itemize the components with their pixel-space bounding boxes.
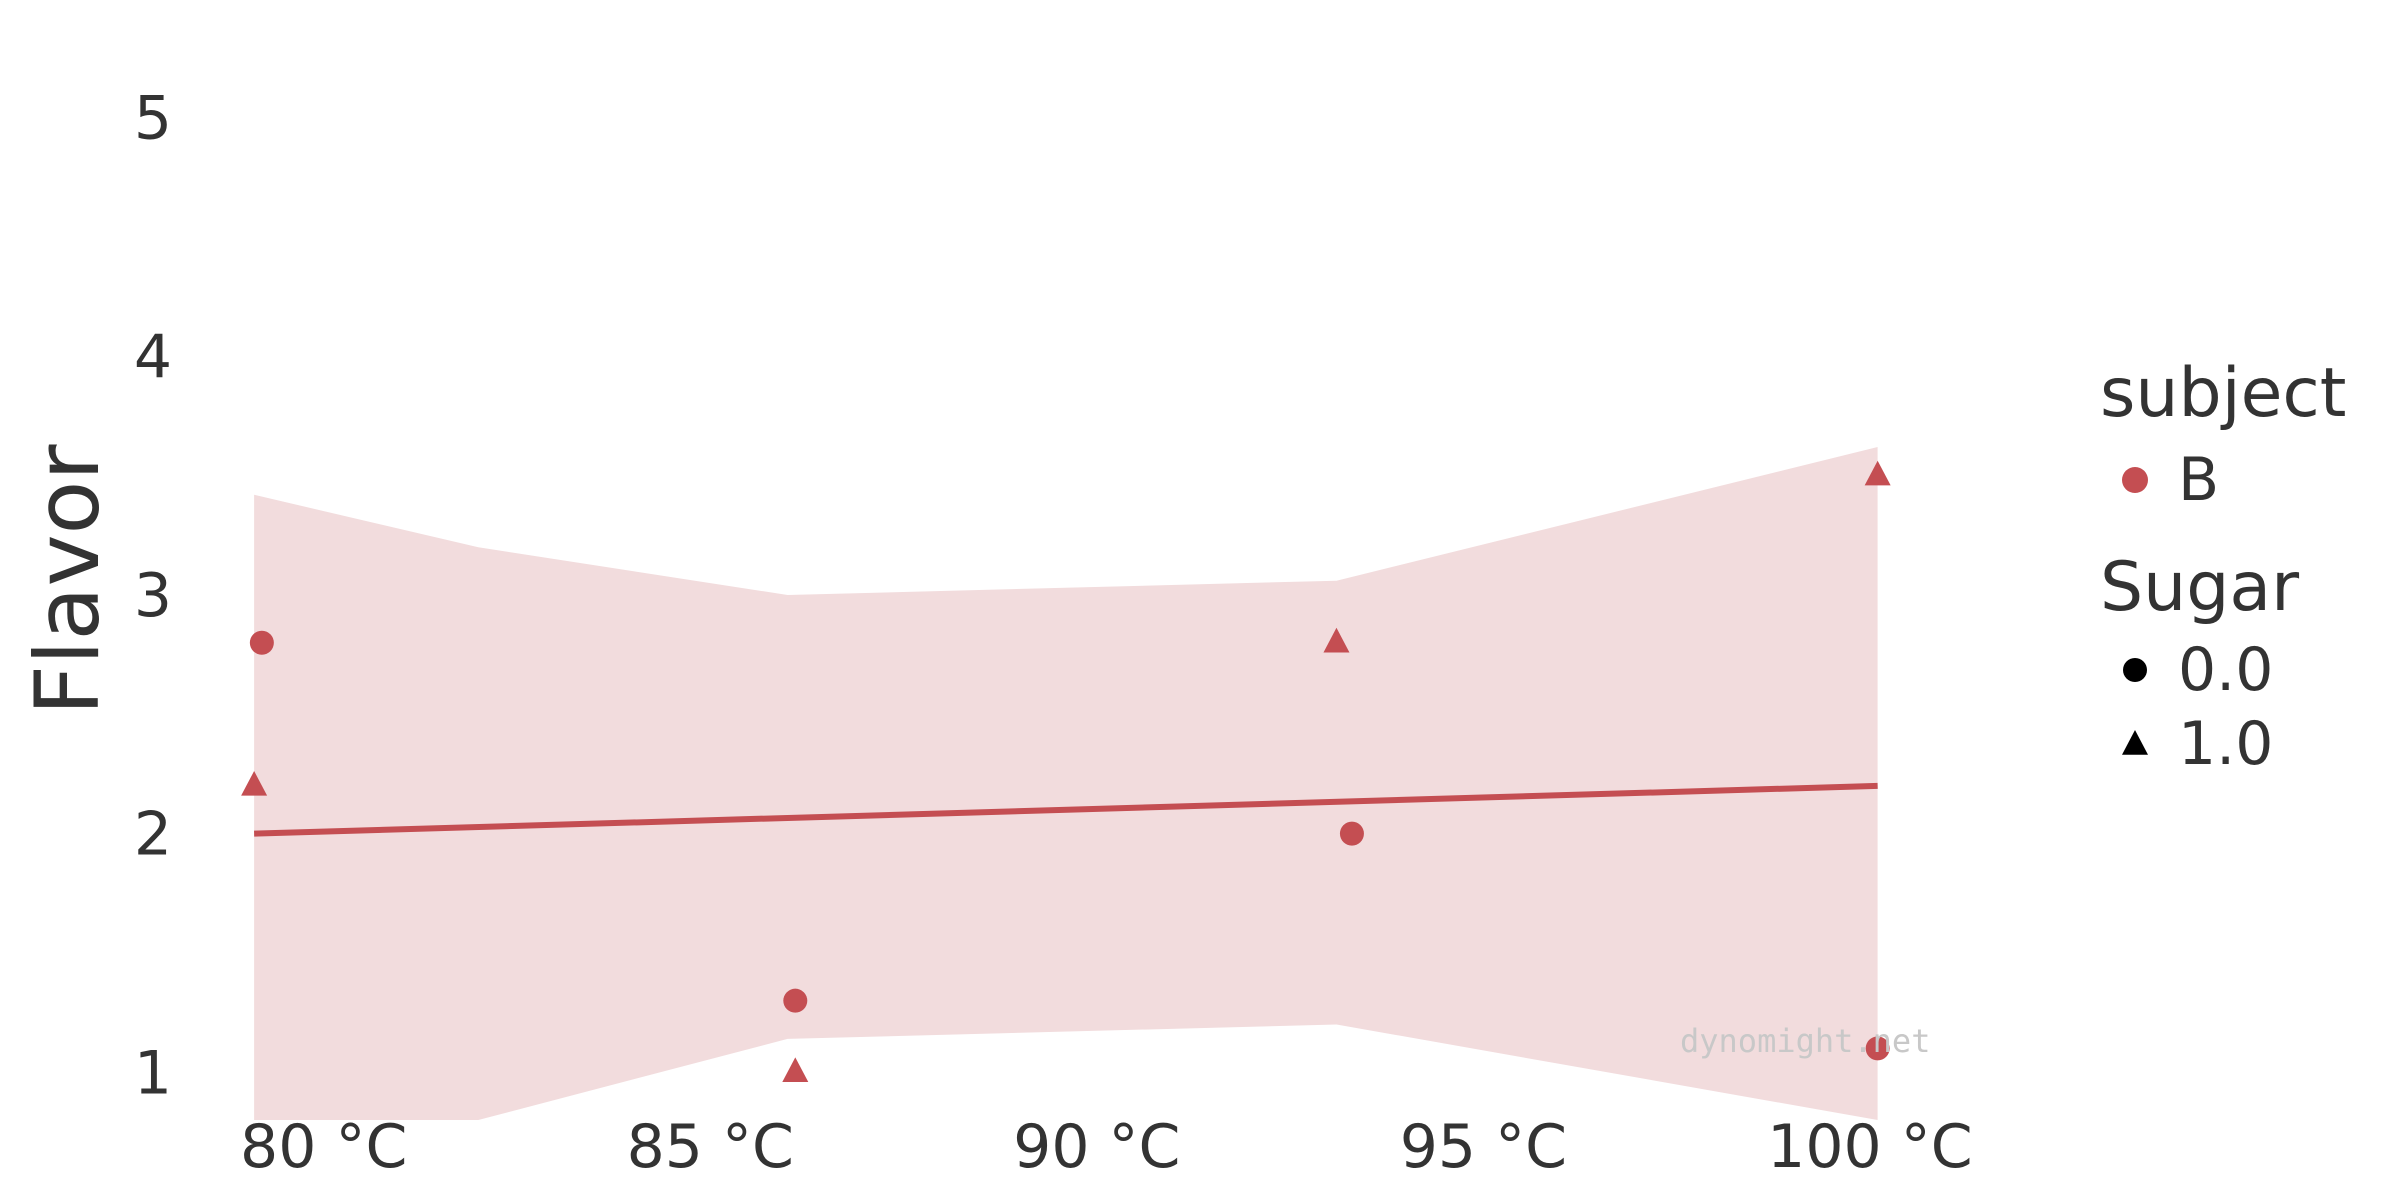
confidence-band: [254, 447, 1878, 1120]
y-tick-label-1: 1: [134, 1038, 172, 1108]
data-point-triangle-4: [1323, 627, 1350, 653]
y-tick-label-4: 4: [134, 322, 172, 392]
x-tick-label-95: 95 °C: [1400, 1112, 1567, 1182]
data-point-circle-0: [249, 630, 274, 655]
legend-sugar-title: Sugar: [2100, 548, 2299, 627]
legend-subject-title: subject: [2100, 354, 2346, 433]
x-tick-label-85: 85 °C: [627, 1112, 794, 1182]
data-point-circle-2: [783, 988, 808, 1013]
data-point-circle-5: [1339, 821, 1364, 846]
y-tick-label-2: 2: [134, 800, 172, 870]
x-tick-label-100: 100 °C: [1767, 1112, 1973, 1182]
legend: subject B Sugar 0.0 1.0: [2100, 354, 2346, 779]
data-point-triangle-6: [1864, 460, 1891, 486]
regression-line: [254, 782, 1878, 837]
legend-subject-b-marker: [2122, 467, 2148, 493]
x-axis-ticks: 80 °C 85 °C 90 °C 95 °C 100 °C: [240, 1112, 1973, 1182]
watermark-text: dynomight.net: [1680, 1022, 1930, 1060]
y-tick-label-3: 3: [134, 561, 172, 631]
legend-subject-b-label: B: [2178, 445, 2219, 515]
data-point-triangle-1: [241, 770, 268, 796]
data-point-triangle-3: [782, 1057, 809, 1083]
fit-line-layer: [254, 782, 1878, 837]
legend-sugar-1-marker: [2122, 730, 2148, 755]
y-axis-title: Flavor: [16, 444, 119, 716]
legend-sugar-1-label: 1.0: [2178, 709, 2273, 779]
y-axis-ticks: 1 2 3 4 5: [134, 84, 172, 1109]
x-tick-label-90: 90 °C: [1013, 1112, 1180, 1182]
legend-sugar-0-marker: [2123, 658, 2147, 682]
confidence-band-layer: [254, 447, 1878, 1120]
legend-sugar-0-label: 0.0: [2178, 635, 2273, 705]
y-tick-label-5: 5: [134, 84, 172, 154]
data-points-layer: [241, 460, 1891, 1083]
data-point-circle-7: [1865, 1036, 1890, 1061]
x-tick-label-80: 80 °C: [240, 1112, 407, 1182]
